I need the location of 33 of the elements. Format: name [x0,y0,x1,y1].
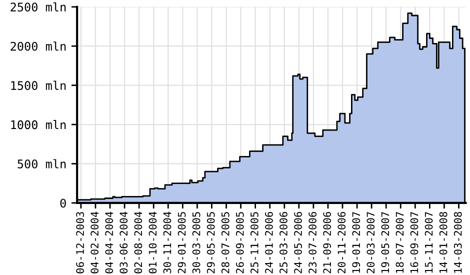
x-tick-label: 24-05-2006 [294,212,302,274]
y-tick-label: 0 [60,198,66,208]
x-tick-label: 29-01-2005 [178,212,186,274]
x-tick-label: 14-01-2008 [439,212,448,273]
x-tick-label: 25-11-2005 [250,212,258,274]
x-tick-label: 28-07-2005 [221,212,230,274]
y-tick-label: 2000 mln [10,42,66,51]
x-tick-label: 20-03-2007 [366,212,375,274]
y-tick-label: 2500 mln [10,2,66,12]
y-tick-label: 500 mln [18,159,66,168]
x-tick-label: 18-07-2007 [396,212,404,273]
x-tick-label: 01-10-2004 [148,212,157,274]
x-tick-label: 16-09-2007 [410,212,418,273]
x-tick-label: 06-12-2003 [76,212,84,274]
x-tick-label: 15-11-2007 [424,212,433,273]
y-tick-label: 1500 mln [11,80,66,90]
y-tick-label: 1000 mln [11,120,66,130]
x-tick-label: 29-05-2005 [206,212,215,274]
x-tick-label: 20-11-2006 [338,212,346,274]
x-tick-label: 04-02-2004 [90,212,99,274]
x-tick-label: 19-01-2007 [352,212,360,273]
x-tick-label: 24-01-2006 [265,212,273,274]
x-tick-label: 14-03-2008 [454,212,462,273]
x-tick-label: 19-05-2007 [381,212,390,273]
x-tick-label: 04-04-2004 [105,212,114,274]
x-tick-label: 23-07-2006 [308,212,316,274]
x-tick-label: 30-11-2004 [163,212,172,274]
x-tick-label: 02-08-2004 [134,212,142,274]
x-tick-label: 03-06-2004 [120,212,128,274]
x-tick-label: 25-03-2006 [280,212,288,274]
x-tick-label: 30-03-2005 [192,212,200,274]
x-tick-label: 26-09-2005 [236,212,244,274]
x-tick-label: 21-09-2006 [323,212,332,274]
